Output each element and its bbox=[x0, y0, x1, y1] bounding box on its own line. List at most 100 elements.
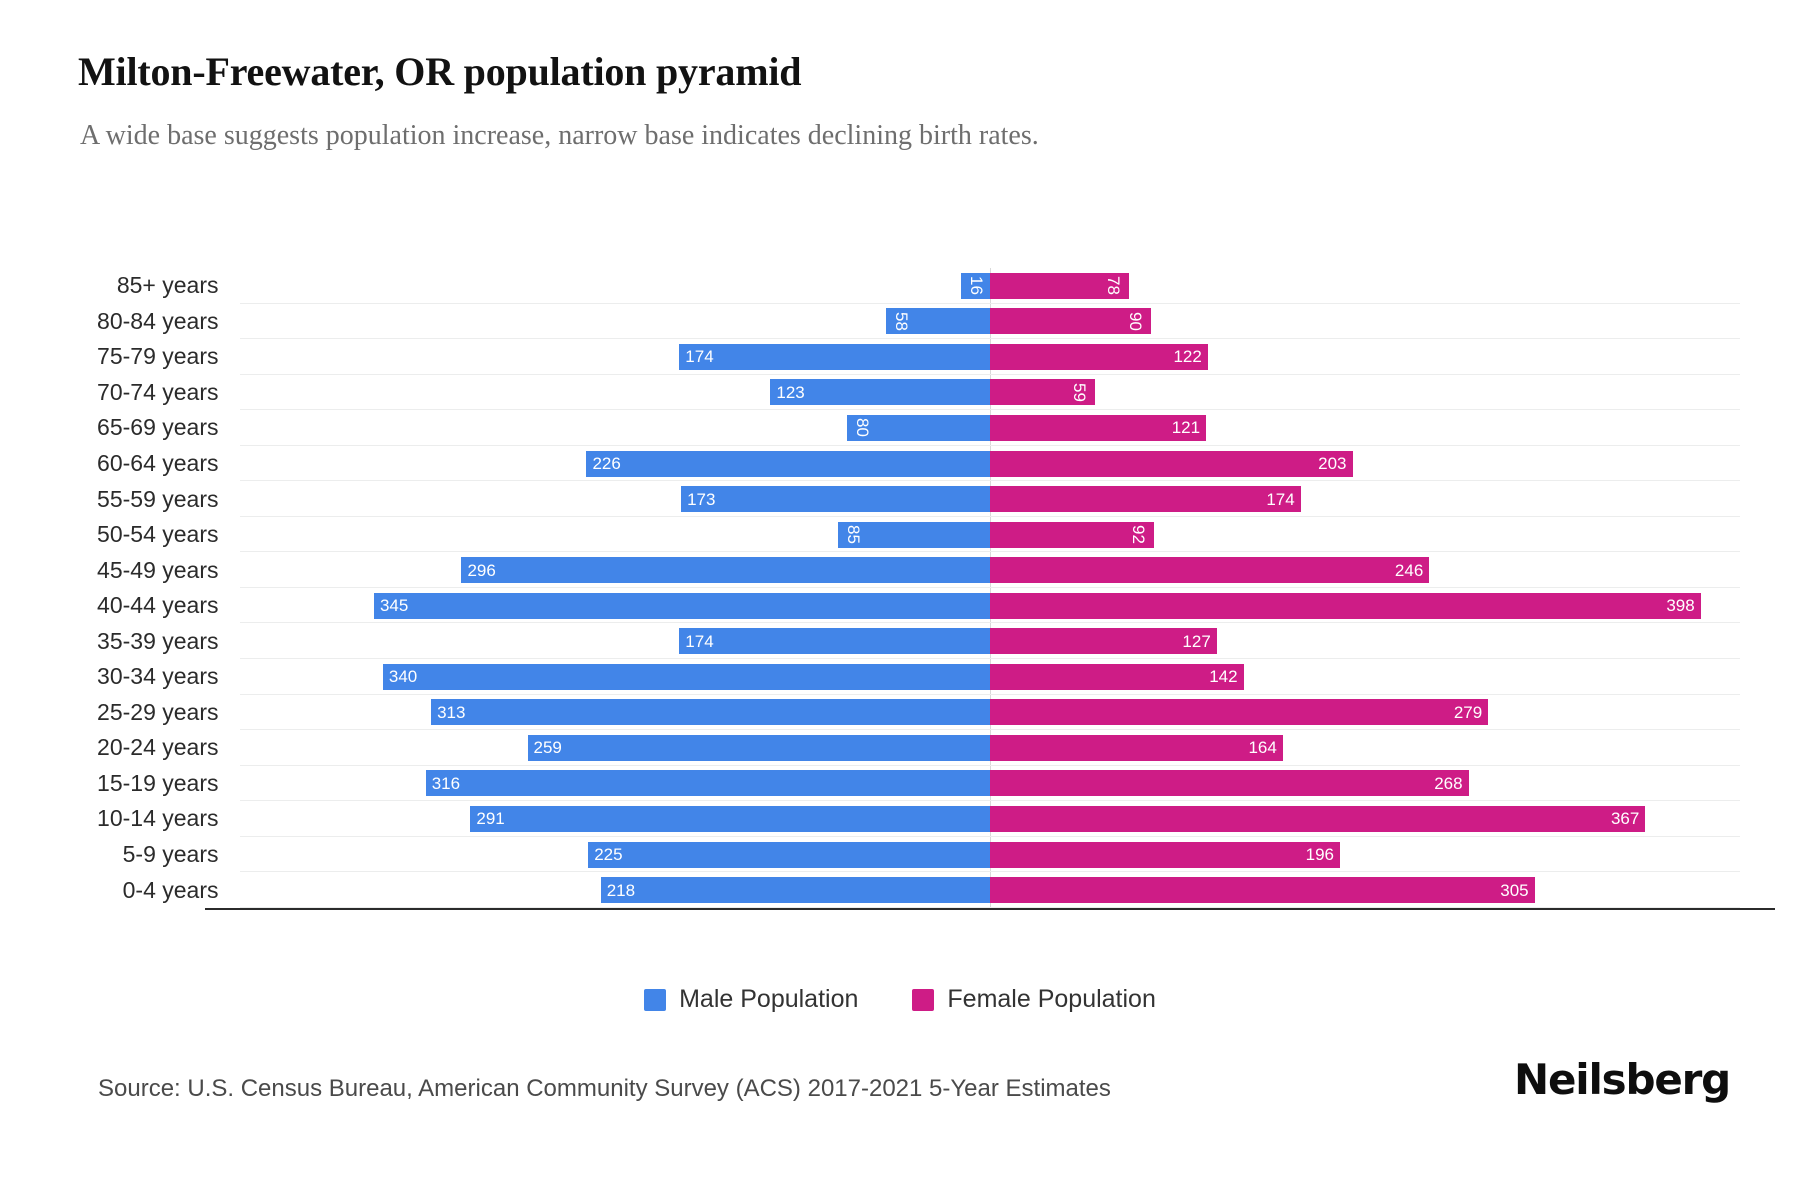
center-axis-line bbox=[990, 268, 991, 908]
female-bar[interactable]: 268 bbox=[990, 770, 1469, 797]
male-bar-value: 174 bbox=[685, 347, 714, 367]
male-bar[interactable]: 218 bbox=[600, 877, 990, 904]
chart-plot-area: 85+ years 16 78 80-84 years 58 90 75-79 years 1… bbox=[97, 268, 1775, 910]
female-bar[interactable]: 59 bbox=[990, 379, 1096, 406]
y-axis-tick-label: 5-9 years bbox=[122, 841, 219, 868]
female-bar-container: 164 bbox=[990, 734, 1283, 761]
x-axis-baseline bbox=[205, 908, 1775, 910]
y-axis-tick-label: 85+ years bbox=[116, 272, 219, 299]
male-bar-container: 123 bbox=[770, 379, 990, 406]
female-bar-container: 398 bbox=[990, 592, 1701, 619]
male-bar-container: 340 bbox=[382, 663, 990, 690]
male-bar[interactable]: 174 bbox=[679, 343, 990, 370]
male-bar-value: 226 bbox=[592, 454, 621, 473]
y-axis-tick-label: 65-69 years bbox=[97, 414, 219, 441]
female-bar[interactable]: 90 bbox=[990, 308, 1151, 335]
male-bar-value: 85 bbox=[844, 525, 864, 545]
female-bar-container: 305 bbox=[990, 877, 1535, 904]
female-bar-value: 398 bbox=[1666, 596, 1695, 616]
female-bar-value: 279 bbox=[1453, 702, 1483, 722]
male-bar-container: 345 bbox=[373, 592, 990, 619]
female-bar-value: 203 bbox=[1318, 454, 1347, 473]
female-bar-value: 196 bbox=[1305, 845, 1334, 865]
female-bar[interactable]: 127 bbox=[990, 628, 1217, 655]
gridline bbox=[240, 693, 1740, 695]
male-bar[interactable]: 174 bbox=[679, 628, 990, 655]
female-bar-container: 59 bbox=[990, 379, 1096, 406]
female-bar[interactable]: 196 bbox=[990, 841, 1340, 868]
female-bar-container: 174 bbox=[990, 486, 1301, 513]
male-bar-value: 340 bbox=[388, 667, 418, 687]
male-bar-container: 85 bbox=[838, 521, 990, 548]
pyramid-row: 5-9 years 225 196 bbox=[123, 837, 1740, 873]
y-axis-tick-label: 0-4 years bbox=[122, 876, 219, 903]
female-bar-value: 174 bbox=[1266, 489, 1295, 509]
female-bar-container: 246 bbox=[990, 557, 1430, 584]
y-axis-tick-label: 45-49 years bbox=[97, 556, 219, 583]
female-bar[interactable]: 367 bbox=[990, 805, 1646, 832]
female-bar[interactable]: 398 bbox=[990, 592, 1701, 619]
male-bar[interactable]: 173 bbox=[681, 486, 990, 513]
male-bar-value: 259 bbox=[533, 738, 562, 758]
female-bar-value: 78 bbox=[1104, 276, 1124, 296]
gridline bbox=[240, 480, 1740, 482]
female-bar[interactable]: 305 bbox=[990, 877, 1535, 904]
y-axis-tick-label: 30-34 years bbox=[97, 663, 219, 690]
male-bar[interactable]: 313 bbox=[431, 699, 990, 726]
legend-label-female: Female Population bbox=[947, 985, 1156, 1013]
y-axis-tick-label: 55-59 years bbox=[97, 485, 219, 512]
male-bar-container: 316 bbox=[425, 770, 990, 797]
male-bar[interactable]: 226 bbox=[586, 450, 990, 477]
gridline bbox=[240, 586, 1740, 588]
female-bar-container: 127 bbox=[990, 628, 1217, 655]
female-bar[interactable]: 174 bbox=[990, 486, 1301, 513]
gridline bbox=[240, 373, 1740, 375]
female-bar[interactable]: 203 bbox=[990, 450, 1353, 477]
male-bar[interactable]: 58 bbox=[886, 308, 990, 335]
male-bar[interactable]: 291 bbox=[470, 805, 990, 832]
female-bar-container: 122 bbox=[990, 343, 1208, 370]
legend-label-male: Male Population bbox=[679, 985, 859, 1013]
female-bar[interactable]: 122 bbox=[990, 343, 1208, 370]
female-bar[interactable]: 121 bbox=[990, 414, 1207, 441]
male-bar[interactable]: 259 bbox=[527, 734, 990, 761]
male-bar[interactable]: 316 bbox=[425, 770, 990, 797]
male-bar[interactable]: 225 bbox=[588, 841, 990, 868]
y-axis-tick-label: 50-54 years bbox=[97, 521, 219, 548]
male-bar[interactable]: 340 bbox=[382, 663, 990, 690]
female-bar-value: 367 bbox=[1610, 809, 1640, 829]
female-bar-value: 122 bbox=[1173, 347, 1202, 367]
male-bar[interactable]: 296 bbox=[461, 557, 990, 584]
female-bar[interactable]: 246 bbox=[990, 557, 1430, 584]
female-bar-value: 305 bbox=[1500, 880, 1529, 900]
pyramid-row: 10-14 years 291 367 bbox=[97, 801, 1740, 837]
female-bar[interactable]: 142 bbox=[990, 663, 1244, 690]
pyramid-row: 20-24 years 259 164 bbox=[97, 730, 1740, 766]
male-bar[interactable]: 85 bbox=[838, 521, 990, 548]
female-bar[interactable]: 279 bbox=[990, 699, 1489, 726]
male-bar-container: 296 bbox=[461, 557, 990, 584]
gridline bbox=[240, 764, 1740, 766]
legend-swatch-female-icon bbox=[912, 988, 935, 1011]
female-bar-value: 90 bbox=[1125, 311, 1145, 331]
male-bar[interactable]: 16 bbox=[961, 272, 990, 299]
male-bar[interactable]: 123 bbox=[770, 379, 990, 406]
gridline bbox=[240, 338, 1740, 340]
male-bar-value: 291 bbox=[476, 809, 505, 829]
male-bar[interactable]: 345 bbox=[373, 592, 990, 619]
male-bar[interactable]: 80 bbox=[847, 414, 990, 441]
pyramid-row: 60-64 years 226 203 bbox=[97, 446, 1740, 482]
female-bar[interactable]: 92 bbox=[990, 521, 1155, 548]
female-bar-container: 78 bbox=[990, 272, 1130, 299]
pyramid-row: 50-54 years 85 92 bbox=[97, 517, 1740, 553]
source-note: Source: U.S. Census Bureau, American Com… bbox=[98, 1075, 1111, 1102]
pyramid-row: 15-19 years 316 268 bbox=[97, 766, 1740, 802]
gridline bbox=[240, 409, 1740, 411]
female-bar[interactable]: 164 bbox=[990, 734, 1283, 761]
male-bar-value: 296 bbox=[467, 560, 496, 580]
female-bar-container: 121 bbox=[990, 414, 1207, 441]
legend-item-female[interactable]: Female Population bbox=[912, 985, 1156, 1014]
legend-item-male[interactable]: Male Population bbox=[644, 985, 858, 1014]
y-axis-tick-label: 70-74 years bbox=[97, 378, 219, 405]
female-bar[interactable]: 78 bbox=[990, 272, 1130, 299]
